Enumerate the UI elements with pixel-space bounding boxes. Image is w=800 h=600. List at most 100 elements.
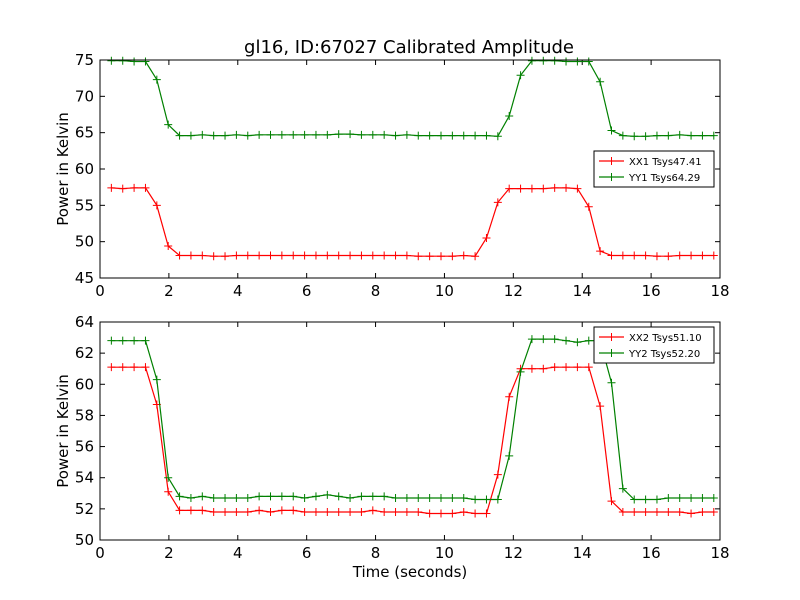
data-point: [550, 183, 559, 192]
data-point: [641, 132, 650, 141]
data-point: [118, 184, 127, 193]
data-point: [471, 509, 480, 518]
data-point: [346, 130, 355, 139]
data-point: [573, 363, 582, 372]
data-point: [425, 509, 434, 518]
data-point: [107, 363, 116, 372]
data-point: [334, 251, 343, 260]
x-tick-label: 2: [164, 282, 174, 300]
data-point: [175, 251, 184, 260]
legend-label: YY1 Tsys64.29: [628, 173, 700, 184]
data-point: [493, 495, 502, 504]
data-point: [709, 507, 718, 516]
legend-box: [593, 326, 715, 364]
y-tick-label: 58: [75, 406, 94, 424]
data-point: [152, 201, 161, 210]
data-point: [687, 251, 696, 260]
data-point: [630, 132, 639, 141]
legend-marker: [607, 333, 616, 341]
y-tick-label: 50: [75, 531, 94, 549]
data-point: [391, 251, 400, 260]
x-tick-label: 12: [504, 282, 523, 300]
data-point: [652, 495, 661, 504]
data-point: [277, 506, 286, 515]
y-tick-label: 55: [75, 196, 94, 214]
data-point: [573, 338, 582, 347]
x-tick-label: 6: [302, 544, 312, 562]
data-point: [573, 57, 582, 66]
data-point: [357, 492, 366, 501]
data-point: [641, 495, 650, 504]
data-point: [300, 507, 309, 516]
data-point: [675, 493, 684, 502]
data-point: [539, 364, 548, 373]
data-point: [221, 131, 230, 140]
data-point: [402, 251, 411, 260]
data-point: [266, 130, 275, 139]
data-point: [266, 251, 275, 260]
data-point: [550, 56, 559, 65]
y-tick-label: 70: [75, 87, 94, 105]
data-point: [414, 493, 423, 502]
data-point: [539, 56, 548, 65]
y-tick-label: 60: [75, 160, 94, 178]
data-point: [380, 492, 389, 501]
x-tick-label: 0: [95, 282, 105, 300]
data-point: [652, 252, 661, 261]
data-point: [527, 335, 536, 344]
data-point: [334, 507, 343, 516]
data-point: [471, 252, 480, 261]
y-tick-label: 52: [75, 500, 94, 518]
data-point: [482, 234, 491, 243]
data-point: [493, 470, 502, 479]
data-point: [186, 131, 195, 140]
y-tick-label: 54: [75, 469, 94, 487]
data-point: [391, 507, 400, 516]
series-line-yy1: [111, 60, 714, 137]
data-point: [584, 57, 593, 66]
x-tick-label: 4: [233, 544, 243, 562]
y-axis-label: Power in Kelvin: [54, 112, 72, 226]
data-point: [380, 130, 389, 139]
data-point: [437, 493, 445, 502]
x-tick-label: 8: [371, 282, 381, 300]
data-point: [402, 130, 411, 139]
data-point: [130, 363, 139, 372]
data-point: [516, 367, 525, 376]
data-point: [618, 131, 627, 140]
x-tick-label: 16: [642, 544, 661, 562]
data-point: [164, 120, 173, 129]
data-point: [311, 492, 320, 501]
data-point: [141, 336, 150, 345]
legend-marker: [607, 173, 616, 181]
data-point: [255, 251, 264, 260]
data-point: [107, 56, 116, 65]
data-point: [323, 490, 332, 499]
data-point: [596, 402, 605, 411]
data-point: [323, 130, 332, 139]
data-point: [232, 251, 241, 260]
data-point: [437, 509, 445, 518]
x-tick-label: 16: [642, 282, 661, 300]
series-line-xx2: [111, 366, 714, 515]
data-point: [391, 131, 400, 140]
data-point: [630, 507, 639, 516]
data-point: [664, 493, 673, 502]
data-point: [357, 507, 366, 516]
data-point: [289, 506, 298, 515]
data-point: [709, 131, 718, 140]
data-point: [607, 378, 616, 387]
data-point: [209, 131, 218, 140]
data-point: [255, 130, 264, 139]
data-point: [448, 252, 457, 261]
data-point: [607, 126, 616, 135]
x-tick-label: 18: [710, 282, 729, 300]
x-tick-label: 14: [573, 282, 592, 300]
data-point: [539, 184, 548, 193]
data-point: [505, 451, 514, 460]
data-point: [550, 363, 559, 372]
legend-label: XX2 Tsys51.10: [629, 333, 702, 344]
data-point: [709, 251, 718, 260]
data-point: [346, 251, 355, 260]
data-point: [368, 251, 377, 260]
